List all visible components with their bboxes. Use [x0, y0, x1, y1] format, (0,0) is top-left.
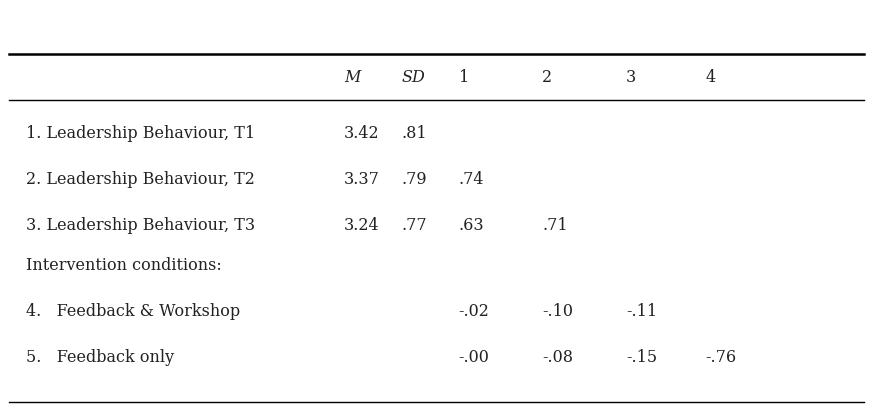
Text: .81: .81	[401, 125, 427, 142]
Text: .74: .74	[459, 171, 484, 188]
Text: .63: .63	[459, 217, 484, 234]
Text: -.08: -.08	[542, 349, 573, 366]
Text: SD: SD	[401, 69, 425, 86]
Text: -.00: -.00	[459, 349, 490, 366]
Text: 5.   Feedback only: 5. Feedback only	[26, 349, 175, 366]
Text: .71: .71	[542, 217, 568, 234]
Text: -.11: -.11	[626, 303, 657, 320]
Text: -.15: -.15	[626, 349, 657, 366]
Text: 3. Leadership Behaviour, T3: 3. Leadership Behaviour, T3	[26, 217, 256, 234]
Text: 3.37: 3.37	[344, 171, 380, 188]
Text: M: M	[344, 69, 361, 86]
Text: -.10: -.10	[542, 303, 573, 320]
Text: 1. Leadership Behaviour, T1: 1. Leadership Behaviour, T1	[26, 125, 256, 142]
Text: 4.   Feedback & Workshop: 4. Feedback & Workshop	[26, 303, 241, 320]
Text: 4: 4	[706, 69, 715, 86]
Text: 3.24: 3.24	[344, 217, 379, 234]
Text: 3: 3	[626, 69, 637, 86]
Text: .79: .79	[401, 171, 427, 188]
Text: Intervention conditions:: Intervention conditions:	[26, 257, 222, 274]
Text: 1: 1	[459, 69, 469, 86]
Text: 2. Leadership Behaviour, T2: 2. Leadership Behaviour, T2	[26, 171, 255, 188]
Text: 3.42: 3.42	[344, 125, 379, 142]
Text: .77: .77	[401, 217, 427, 234]
Text: -.02: -.02	[459, 303, 490, 320]
Text: 2: 2	[542, 69, 552, 86]
Text: -.76: -.76	[706, 349, 736, 366]
